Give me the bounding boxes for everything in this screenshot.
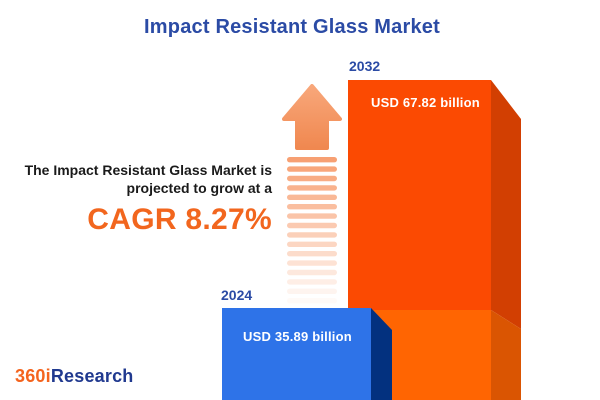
tagline-line1: The Impact Resistant Glass Market is (24, 162, 272, 178)
bar-2024 (222, 308, 371, 400)
cagr-value: CAGR 8.27% (87, 203, 272, 237)
arrow-head (282, 84, 342, 150)
growth-arrow-icon (282, 84, 342, 304)
bar-2024-side (371, 308, 392, 400)
bar-2024-value-label: USD 35.89 billion (243, 329, 352, 344)
logo: 360iResearch (15, 366, 134, 387)
arrow-stripes (287, 157, 337, 304)
bar-2032-side (491, 80, 521, 400)
tagline: The Impact Resistant Glass Market is pro… (0, 161, 272, 239)
logo-part-research: Research (50, 366, 134, 386)
bar-2032-year-label: 2032 (349, 58, 381, 74)
tagline-line2: projected to grow at a (126, 180, 272, 197)
page-title: Impact Resistant Glass Market (144, 16, 440, 38)
bar-2024-year-label: 2024 (221, 287, 253, 303)
bar-2032-side-upper (491, 80, 521, 329)
logo-part-360i: 360i (15, 366, 51, 386)
bar-2032-value-label: USD 67.82 billion (371, 95, 480, 110)
